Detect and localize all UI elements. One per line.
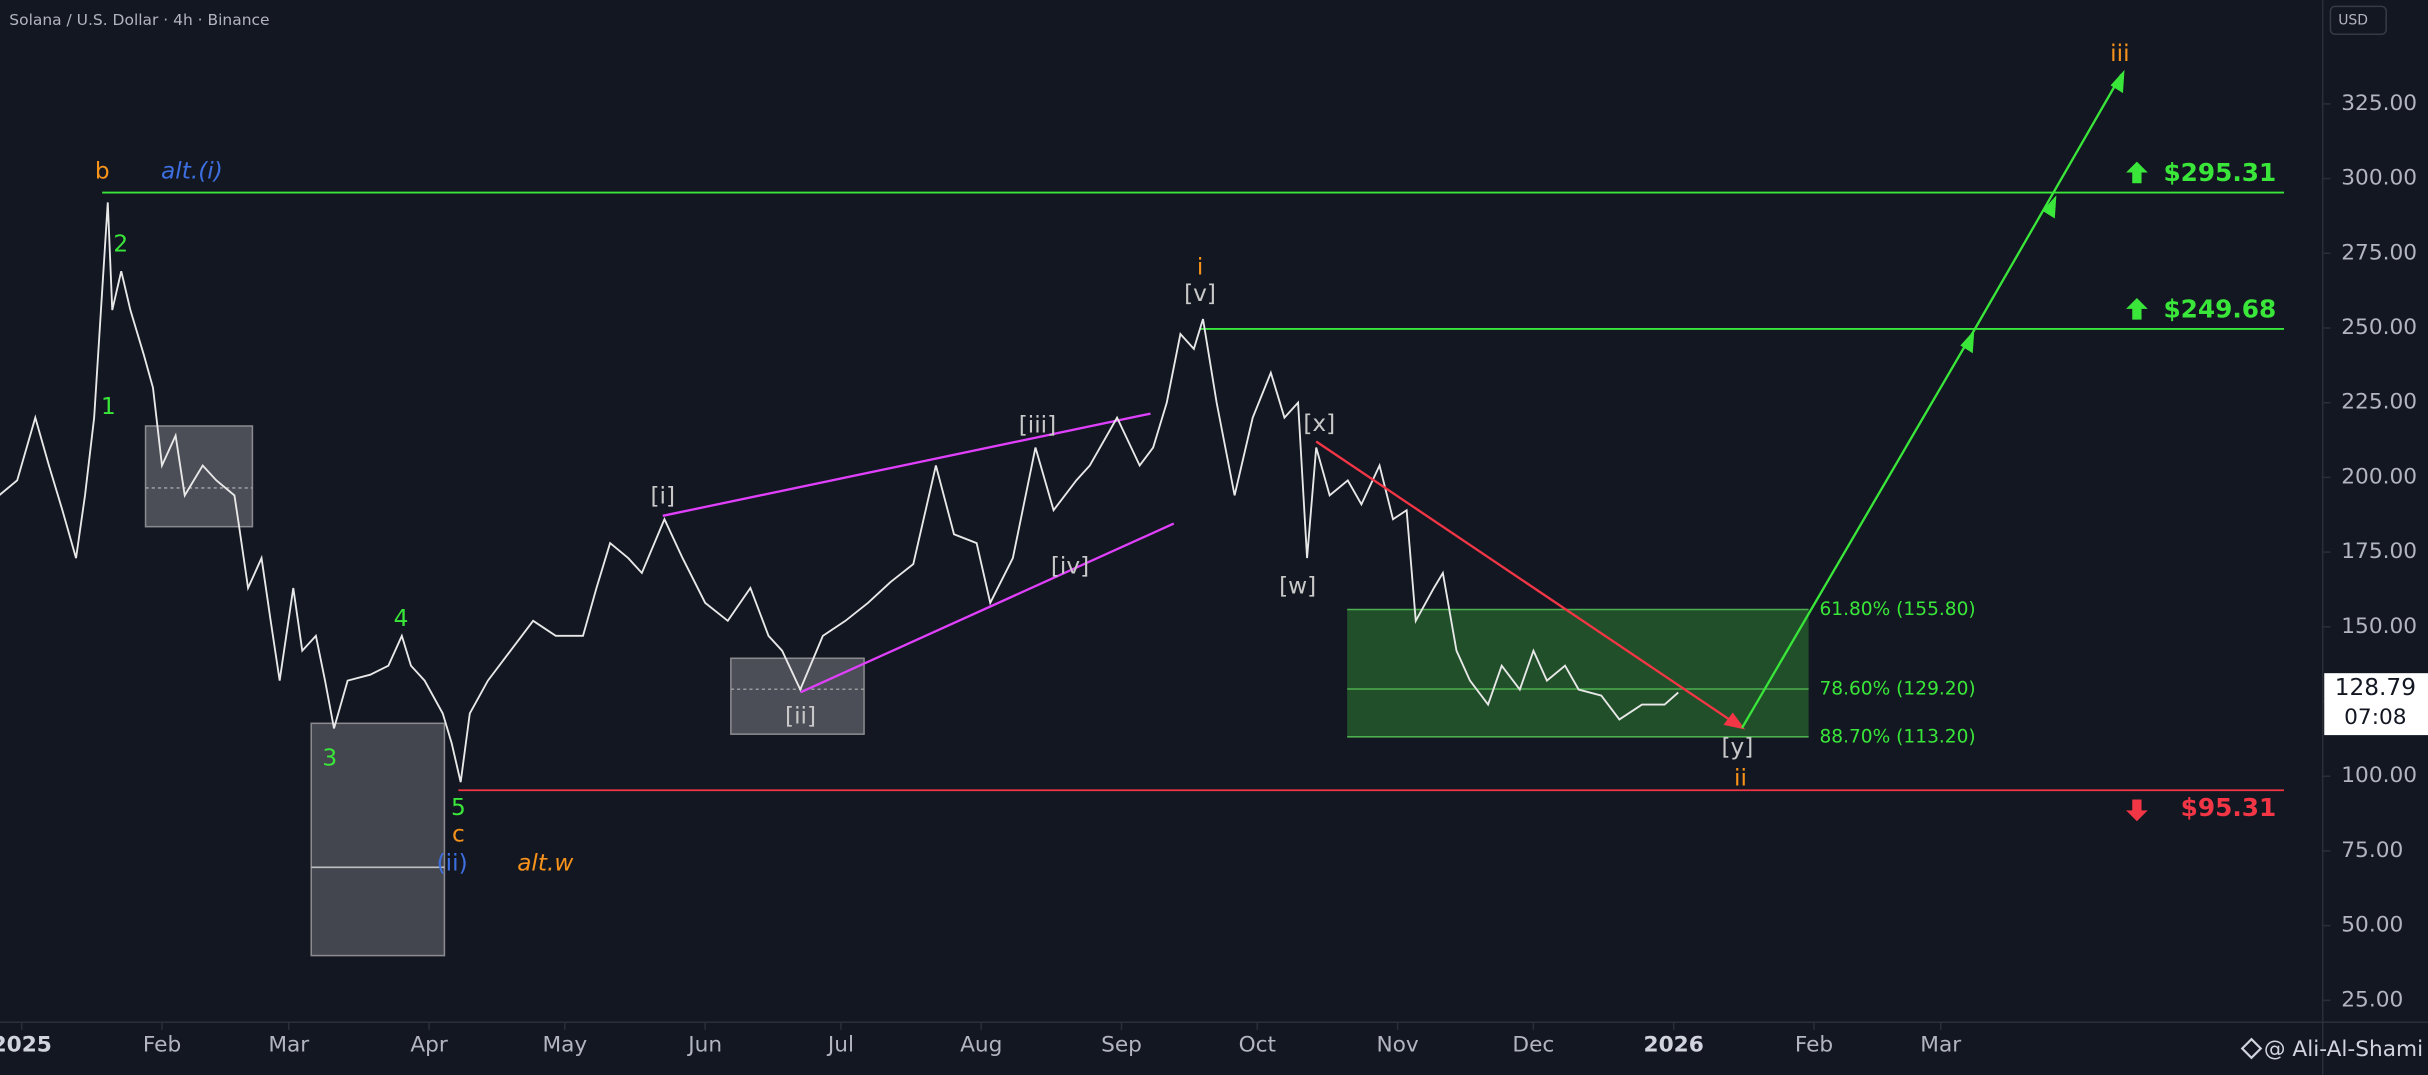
wave-label: 5 bbox=[451, 794, 466, 821]
fib-label: 88.70% (113.20) bbox=[1819, 726, 1975, 747]
wave-label: iii bbox=[2110, 40, 2129, 67]
x-tick-label: Feb bbox=[143, 1032, 181, 1057]
x-tick-label: Dec bbox=[1512, 1032, 1554, 1057]
x-tick-label: Sep bbox=[1101, 1032, 1142, 1057]
x-tick-label: May bbox=[542, 1032, 587, 1057]
wave-label: [x] bbox=[1303, 410, 1335, 437]
channel-line bbox=[662, 412, 1151, 517]
gray-box bbox=[730, 657, 865, 735]
down-arrow bbox=[2126, 799, 2148, 822]
y-tick-label: 225.00 bbox=[2341, 390, 2417, 415]
wave-label: [y] bbox=[1721, 734, 1753, 761]
countdown: 07:08 bbox=[2344, 705, 2406, 730]
wave-label: 4 bbox=[394, 605, 409, 632]
y-tick-label: 200.00 bbox=[2341, 464, 2417, 489]
wave-label: alt.w bbox=[517, 850, 574, 877]
wave-label: [i] bbox=[650, 483, 675, 510]
x-tick-label: Mar bbox=[1920, 1032, 1961, 1057]
projection bbox=[1315, 69, 2125, 730]
annotations bbox=[102, 191, 2284, 957]
price-layer bbox=[0, 202, 1679, 783]
gray-box bbox=[310, 722, 446, 957]
fib-label: 78.60% (129.20) bbox=[1819, 678, 1975, 699]
y-tick-label: 25.00 bbox=[2341, 987, 2403, 1012]
fib-zone bbox=[1347, 609, 1809, 737]
y-tick-label: 175.00 bbox=[2341, 539, 2417, 564]
fib-label: 61.80% (155.80) bbox=[1819, 599, 1975, 620]
y-tick-label: 250.00 bbox=[2341, 315, 2417, 340]
wave-label: [iv] bbox=[1051, 552, 1089, 579]
y-tick-label: 275.00 bbox=[2341, 240, 2417, 265]
channel-line bbox=[800, 522, 1175, 694]
currency: USD bbox=[2338, 12, 2368, 28]
watermark: @ Ali-Al-Shami bbox=[2264, 1037, 2423, 1062]
x-tick-label: Oct bbox=[1239, 1032, 1276, 1057]
y-tick-label: 300.00 bbox=[2341, 166, 2417, 191]
wave-label: c bbox=[452, 820, 465, 847]
y-tick-label: 50.00 bbox=[2341, 913, 2403, 938]
last-price-tag bbox=[2324, 673, 2428, 736]
y-tick-label: 100.00 bbox=[2341, 763, 2417, 788]
chart-title: Solana / U.S. Dollar · 4h · Binance bbox=[9, 11, 269, 29]
logo bbox=[2240, 1037, 2263, 1060]
x-tick-label: Nov bbox=[1376, 1032, 1418, 1057]
up-arrow bbox=[2126, 161, 2148, 184]
x-tick-label: Aug bbox=[960, 1032, 1002, 1057]
wave-label: b bbox=[95, 158, 110, 185]
x-tick-label: Jun bbox=[686, 1032, 722, 1057]
up-arrow bbox=[2126, 297, 2148, 320]
x-tick-label: Jul bbox=[826, 1032, 854, 1057]
x-tick-label: 2025 bbox=[0, 1032, 52, 1057]
y-tick-label: 75.00 bbox=[2341, 838, 2403, 863]
x-tick-label: 2026 bbox=[1644, 1032, 1704, 1057]
wave-label: [v] bbox=[1184, 280, 1216, 307]
currency-box bbox=[2329, 5, 2387, 36]
level-label: $249.68 bbox=[2163, 294, 2276, 323]
wave-label: [w] bbox=[1279, 573, 1316, 600]
level-label: $95.31 bbox=[2181, 793, 2277, 822]
x-tick-label: Feb bbox=[1795, 1032, 1833, 1057]
arrow-head bbox=[1723, 712, 1746, 730]
x-tick-label: Apr bbox=[410, 1032, 448, 1057]
wave-label: i bbox=[1197, 254, 1203, 281]
arrow-head bbox=[2110, 69, 2125, 94]
wave-label: ii bbox=[1734, 765, 1747, 792]
price-line bbox=[0, 202, 1679, 783]
x-tick-label: Mar bbox=[268, 1032, 309, 1057]
y-tick-label: 325.00 bbox=[2341, 91, 2417, 116]
arrow-head bbox=[1960, 330, 1975, 354]
wave-label: alt.(i) bbox=[161, 158, 223, 185]
wave-label: (ii) bbox=[437, 850, 468, 877]
level-label: $295.31 bbox=[2163, 158, 2276, 187]
arrow-head bbox=[2042, 195, 2057, 219]
y-tick-label: 150.00 bbox=[2341, 614, 2417, 639]
last-price: 128.79 bbox=[2335, 674, 2416, 701]
wave-label: [iii] bbox=[1019, 412, 1056, 439]
wave-label: 3 bbox=[322, 744, 337, 771]
gray-box bbox=[144, 425, 254, 528]
wave-label: [ii] bbox=[785, 703, 816, 730]
wave-label: 2 bbox=[113, 230, 128, 257]
wave-label: 1 bbox=[101, 393, 116, 420]
trend-arrow bbox=[1315, 440, 1739, 726]
